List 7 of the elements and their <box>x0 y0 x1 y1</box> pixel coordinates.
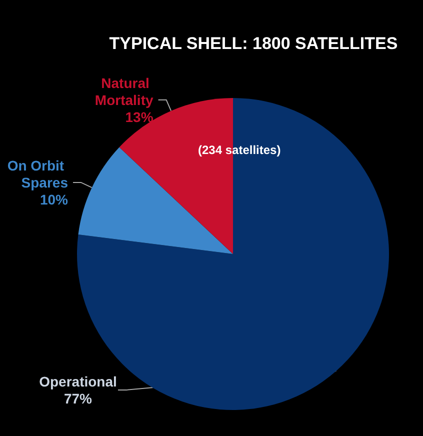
data-label: 13% <box>125 108 154 125</box>
chart-title: TYPICAL SHELL: 1800 SATELLITES <box>109 34 398 53</box>
slice-label: On Orbit Spares <box>7 157 68 190</box>
data-label: 10% <box>40 191 69 208</box>
slice-label: Operational <box>39 374 117 390</box>
slice-label: Natural Mortality <box>94 74 154 108</box>
data-label: 77% <box>64 390 93 406</box>
